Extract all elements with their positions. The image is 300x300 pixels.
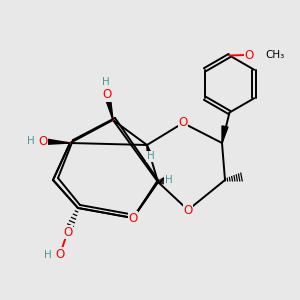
Text: CH₃: CH₃ <box>266 50 285 61</box>
Text: O: O <box>244 49 253 62</box>
Polygon shape <box>104 94 113 120</box>
Text: O: O <box>56 248 64 261</box>
Polygon shape <box>147 145 152 155</box>
Text: O: O <box>178 116 188 130</box>
Text: O: O <box>128 212 138 224</box>
Polygon shape <box>43 139 70 145</box>
Text: O: O <box>183 203 193 217</box>
Text: H: H <box>102 77 110 87</box>
Polygon shape <box>222 126 228 143</box>
Text: H: H <box>147 152 154 161</box>
Text: O: O <box>38 135 48 148</box>
Text: H: H <box>165 175 172 184</box>
Text: O: O <box>102 88 112 101</box>
Text: H: H <box>44 250 51 260</box>
Text: O: O <box>63 226 72 238</box>
Text: H: H <box>27 136 35 146</box>
